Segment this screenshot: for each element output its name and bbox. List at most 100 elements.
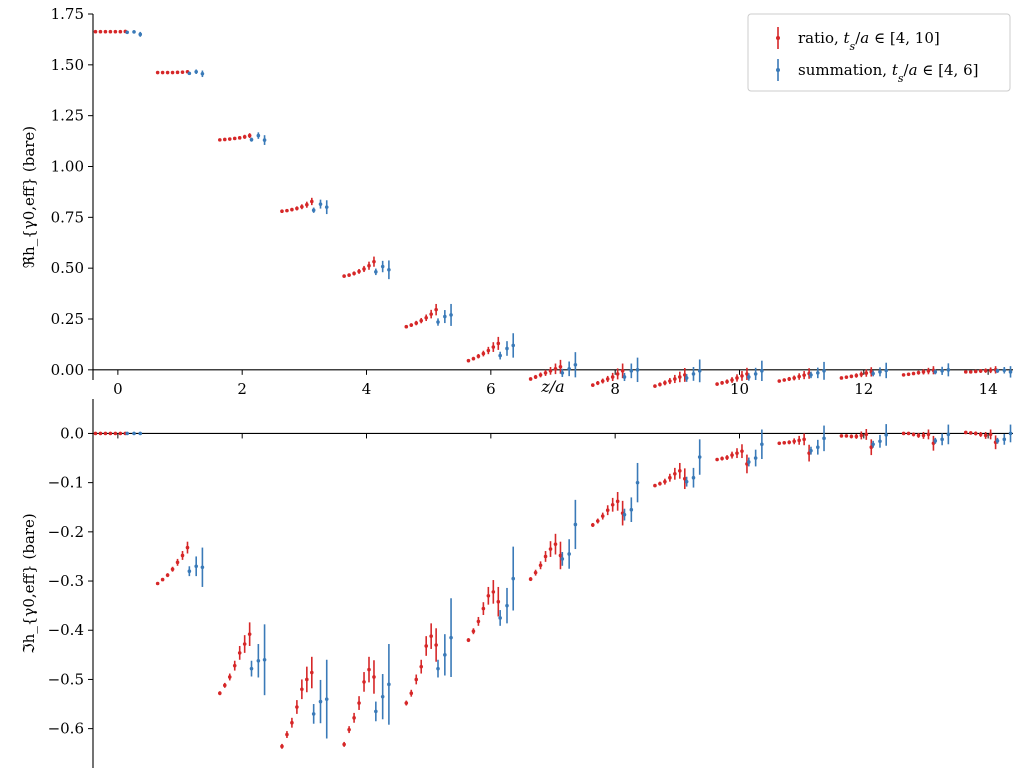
summation-point [1002, 433, 1007, 445]
ratio-point [247, 622, 252, 646]
summation-point [946, 363, 951, 377]
ratio-point [476, 616, 481, 626]
ratio-point [620, 363, 625, 379]
ratio-point [98, 431, 103, 436]
ratio-point [175, 70, 180, 75]
x-tick-label: 8 [610, 380, 620, 398]
ratio-point [300, 679, 304, 700]
ratio-point [295, 206, 299, 211]
y-tick-label: 0.25 [51, 310, 84, 328]
summation-point [138, 31, 143, 37]
ratio-point [973, 369, 978, 374]
legend-label: summation, ts/a ∈ [4, 6] [798, 61, 978, 85]
summation-point [995, 368, 1000, 373]
summation-point [138, 431, 143, 436]
summation-point [622, 372, 627, 382]
summation-point [187, 566, 192, 577]
x-tick-label: 6 [486, 380, 496, 398]
summation-point [443, 634, 447, 676]
ratio-point [496, 336, 501, 350]
ratio-point [280, 209, 284, 214]
legend-box [747, 13, 1011, 92]
ratio-point [237, 645, 242, 660]
ratio-point [610, 372, 615, 382]
ratio-point [978, 431, 983, 437]
ratio-point [372, 660, 376, 694]
ratio-point [906, 431, 911, 436]
summation-point [691, 467, 696, 488]
legend-entry-ratio: ratio, ts/a ∈ [4, 10] [776, 27, 940, 53]
summation-point [436, 659, 440, 678]
summation-point [511, 546, 516, 611]
summation-point [436, 318, 440, 326]
ratio-point [434, 303, 438, 316]
ratio-point [285, 208, 289, 213]
ratio-point [901, 431, 906, 436]
summation-point [380, 260, 385, 273]
ratio-point [653, 483, 657, 488]
ratio-point [859, 431, 864, 440]
summation-point [573, 499, 578, 550]
ratio-point [409, 323, 414, 327]
ratio-point [864, 369, 869, 377]
ratio-point [543, 369, 548, 376]
summation-point [560, 368, 565, 377]
summation-point [132, 30, 136, 34]
summation-point [822, 361, 826, 380]
ratio-point [901, 373, 906, 377]
ratio-point [653, 384, 657, 388]
ratio-point [352, 271, 356, 276]
ratio-point [553, 363, 558, 375]
y-tick-label: −0.5 [48, 670, 84, 688]
y-tick-label: −0.6 [48, 720, 84, 738]
summation-point [933, 369, 938, 375]
summation-point [194, 556, 198, 577]
summation-point [262, 135, 267, 145]
summation-point [311, 207, 316, 213]
ratio-point [720, 381, 724, 385]
ratio-point [528, 577, 533, 582]
summation-point [324, 200, 329, 215]
bottom-panel: 0.0 −0.1 −0.2 −0.3 −0.4 −0.5 −0.6 ℑh_{γ0,eff} (… [20, 399, 1013, 768]
summation-point [125, 30, 129, 35]
summation-point [871, 370, 875, 377]
ratio-point [533, 374, 538, 379]
summation-point [449, 598, 453, 677]
ratio-point [538, 372, 543, 378]
summation-point [374, 701, 378, 722]
summation-point [622, 508, 627, 521]
summation-point [816, 367, 820, 379]
x-tick-label: 4 [362, 380, 372, 398]
ratio-point [968, 431, 973, 435]
ratio-point [720, 456, 724, 461]
summation-point [753, 367, 758, 380]
ratio-point [155, 581, 160, 586]
ratio-point [103, 29, 108, 34]
summation-point [443, 310, 447, 324]
summation-point [747, 457, 751, 467]
ratio-point [352, 712, 356, 723]
y-tick-label: 1.00 [51, 158, 84, 176]
y-tick-label: 1.25 [51, 107, 84, 125]
ratio-point [481, 350, 486, 357]
ratio-point [663, 478, 667, 485]
ratio-point [839, 434, 844, 438]
ratio-point [491, 342, 496, 352]
summation-point [249, 137, 254, 142]
summation-point [684, 374, 689, 382]
ratio-point [247, 133, 252, 139]
ratio-point [715, 382, 719, 386]
ratio-point [802, 371, 806, 380]
ratio-point [165, 70, 170, 75]
ratio-point [926, 367, 931, 375]
ratio-point [610, 497, 615, 512]
ratio-point [414, 320, 419, 326]
summation-point [1002, 366, 1007, 374]
ratio-point [491, 580, 496, 604]
ratio-point [285, 731, 289, 738]
ratio-point [963, 430, 968, 435]
ratio-point [797, 373, 801, 380]
ratio-point [118, 431, 123, 436]
ratio-point [740, 371, 744, 381]
